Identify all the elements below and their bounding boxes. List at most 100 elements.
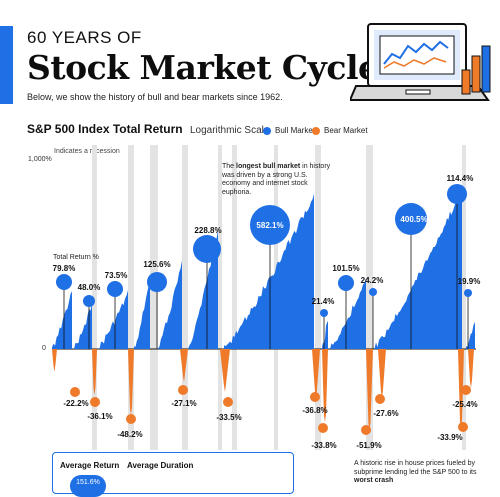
- bull-label-4: 228.8%: [194, 226, 221, 235]
- recession-band-7: [315, 145, 321, 450]
- bear-bubble-5: [310, 392, 320, 402]
- legend-bull-dot-icon: [263, 126, 271, 135]
- bull-area-7: [322, 321, 328, 349]
- house-bold: worst crash: [354, 477, 394, 484]
- recession-note: Indicates a recession: [54, 148, 120, 155]
- bull-bubble-8: [369, 288, 377, 296]
- bull-area-6: [224, 193, 314, 349]
- longest-post: in history was driven by a strong U.S. e…: [222, 163, 331, 196]
- bull-label-1: 48.0%: [78, 283, 101, 292]
- bull-bubble-0: [56, 274, 72, 290]
- bear-dip-9: [458, 349, 464, 428]
- bear-label-7: -51.9%: [356, 441, 381, 450]
- bull-label-7: 101.5%: [332, 264, 359, 273]
- bear-dip-4: [220, 349, 230, 392]
- laptop-illustration-icon: [350, 23, 491, 101]
- legend-bear: Bear Market: [312, 126, 368, 135]
- bull-area-2: [98, 290, 128, 349]
- bull-area-3: [134, 278, 150, 349]
- bull-bubble-10: [447, 184, 467, 204]
- bull-bubble-3: [147, 272, 167, 292]
- title-accent-bar: [0, 26, 13, 104]
- chart-title: S&P 500 Index Total Return Logarithmic S…: [27, 122, 269, 136]
- bear-bubble-1: [90, 397, 100, 407]
- longest-pre: The: [222, 163, 237, 170]
- bear-dip-7: [366, 349, 373, 430]
- bear-dip-3: [180, 349, 188, 382]
- legend-bear-label: Bear Market: [324, 126, 368, 135]
- y-axis-zero-label: 0: [42, 345, 46, 352]
- bull-label-9: 400.5%: [400, 215, 427, 224]
- longest-bull-callout: The longest bull market in history was d…: [222, 163, 334, 197]
- bear-dip-2: [128, 349, 134, 415]
- bull-bubble-6: [320, 309, 328, 317]
- bull-bubble-1: [83, 295, 95, 307]
- bear-dip-6: [322, 349, 328, 422]
- bull-area-9: [373, 193, 462, 349]
- average-duration-label: Average Duration: [127, 461, 194, 470]
- average-return-badge: 151.6%: [70, 475, 106, 497]
- bear-bubble-9: [458, 422, 468, 432]
- bull-area-10: [466, 322, 475, 349]
- bull-area-8: [330, 278, 366, 349]
- bull-bubble-7: [338, 275, 354, 291]
- page-title: Stock Market Cycles: [27, 48, 397, 87]
- recession-band-9: [462, 145, 466, 450]
- bear-label-9: -33.9%: [437, 433, 462, 442]
- legend-bull-label: Bull Market: [275, 126, 316, 135]
- average-return-label: Average Return: [60, 461, 120, 470]
- bull-label-3: 125.6%: [143, 260, 170, 269]
- bull-bubble-2: [107, 281, 123, 297]
- longest-bold: longest bull market: [236, 163, 301, 170]
- bear-label-0: -22.2%: [63, 399, 88, 408]
- recession-band-3: [182, 145, 188, 450]
- bear-label-2: -48.2%: [117, 430, 142, 439]
- bull-label-5: 582.1%: [256, 221, 283, 230]
- page-kicker: 60 YEARS OF: [27, 28, 142, 47]
- recession-band-8: [366, 145, 373, 450]
- bear-dip-1: [92, 349, 97, 395]
- chart-scale-label: Logarithmic Scale: [189, 125, 270, 136]
- bull-label-8: 24.2%: [361, 276, 384, 285]
- recession-band-4: [218, 145, 222, 450]
- house-prices-callout: A historic rise in house prices fueled b…: [354, 460, 482, 486]
- total-return-label: Total Return %: [53, 254, 99, 261]
- chart-title-text: S&P 500 Index Total Return: [27, 122, 183, 136]
- recession-band-1: [128, 145, 134, 450]
- bear-bubble-6: [318, 423, 328, 433]
- bull-label-10: 114.4%: [447, 174, 474, 183]
- bull-bubble-4: [193, 235, 221, 263]
- bear-bubble-8: [375, 394, 385, 404]
- legend-bear-dot-icon: [312, 126, 320, 135]
- bear-label-4: -33.5%: [216, 413, 241, 422]
- y-axis-top-label: 1,000%: [28, 156, 52, 163]
- bear-bubble-7: [361, 425, 371, 435]
- bear-dip-5: [312, 349, 320, 398]
- bull-area-0: [52, 291, 72, 349]
- cycles-chart: 79.8% 48.0% 73.5% 125.6% 228.8% 582.1% 21.4% 10…: [52, 145, 481, 486]
- bear-label-1: -36.1%: [87, 412, 112, 421]
- bull-bubble-9: [395, 203, 427, 235]
- house-pre: A historic rise in house prices fueled b…: [354, 460, 477, 476]
- bear-label-6: -33.8%: [311, 441, 336, 450]
- bull-label-0: 79.8%: [53, 264, 76, 273]
- bear-label-10: -25.4%: [452, 400, 477, 409]
- bull-area-5: [188, 229, 218, 349]
- legend-bull: Bull Market: [263, 126, 315, 135]
- bear-bubble-10: [461, 385, 471, 395]
- recession-band-5: [232, 145, 237, 450]
- recession-band-2: [150, 145, 158, 450]
- bear-dip-10: [468, 349, 474, 388]
- bear-bubble-4: [223, 397, 233, 407]
- bull-label-11: 19.9%: [458, 277, 481, 286]
- bear-bubble-0: [70, 387, 80, 397]
- bear-label-3: -27.1%: [171, 399, 196, 408]
- bull-area-1: [74, 303, 92, 349]
- bull-bubble-5: [250, 205, 290, 245]
- bear-bubble-3: [178, 385, 188, 395]
- bear-label-8: -27.6%: [373, 409, 398, 418]
- bear-dip-0: [52, 349, 57, 372]
- bull-label-6: 21.4%: [312, 297, 335, 306]
- recession-band-0: [92, 145, 97, 450]
- bull-bubble-11: [464, 289, 472, 297]
